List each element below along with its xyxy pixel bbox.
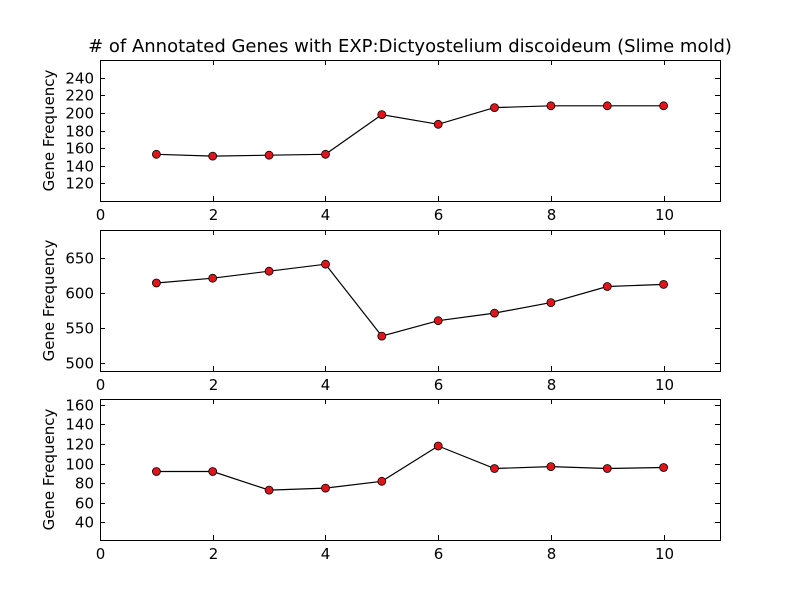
data-point xyxy=(490,308,499,318)
data-point xyxy=(490,464,499,473)
data-point xyxy=(321,483,330,493)
data-point xyxy=(433,119,443,129)
data-point xyxy=(264,485,274,495)
plot-area xyxy=(100,399,721,541)
data-point xyxy=(433,316,443,326)
y-tick-label: 160 xyxy=(65,397,94,415)
x-tick-label: 0 xyxy=(96,376,106,394)
x-tick-label: 0 xyxy=(96,545,106,563)
subplot-2: 0 2 4 6 8 10 500 550 600 650 Gene Frequency xyxy=(40,230,721,394)
x-tick-label: 4 xyxy=(321,206,331,224)
y-tick-label: 140 xyxy=(65,158,94,176)
data-point xyxy=(208,467,218,476)
y-tick-label: 220 xyxy=(65,87,94,105)
data-point xyxy=(490,103,499,112)
data-point xyxy=(264,266,274,276)
y-tick-label: 120 xyxy=(65,175,94,193)
data-point xyxy=(433,441,443,451)
data-point xyxy=(321,149,330,159)
x-tick-label: 4 xyxy=(321,545,331,563)
y-tick-label: 600 xyxy=(65,285,94,303)
series-line xyxy=(156,445,664,491)
x-tick-label: 8 xyxy=(547,545,557,563)
x-tick-label: 6 xyxy=(434,206,444,224)
y-axis-label: Gene Frequency xyxy=(40,408,58,530)
data-point xyxy=(659,101,668,111)
y-axis-label: Gene Frequency xyxy=(40,239,58,361)
figure-title: # of Annotated Genes with EXP:Dictyostel… xyxy=(88,36,732,57)
x-tick-label: 0 xyxy=(96,206,106,224)
x-tick-label: 2 xyxy=(209,545,219,563)
y-tick-label: 240 xyxy=(65,70,94,88)
data-point xyxy=(151,278,161,288)
plot-area xyxy=(100,230,721,372)
y-tick-label: 120 xyxy=(65,436,94,454)
data-point xyxy=(546,462,556,472)
y-tick-label: 200 xyxy=(65,105,94,123)
data-point xyxy=(151,149,161,159)
data-point xyxy=(208,151,218,161)
x-tick-label: 2 xyxy=(209,376,219,394)
x-tick-label: 4 xyxy=(321,376,331,394)
data-point xyxy=(659,279,668,289)
data-point xyxy=(602,464,612,473)
x-tick-label: 10 xyxy=(655,206,674,224)
x-tick-label: 8 xyxy=(547,206,557,224)
data-point xyxy=(377,476,387,486)
plot-area xyxy=(100,60,721,202)
data-point xyxy=(602,282,612,291)
y-axis-label: Gene Frequency xyxy=(40,69,58,191)
x-tick-label: 10 xyxy=(655,545,674,563)
x-tick-label: 6 xyxy=(434,376,444,394)
x-tick-label: 8 xyxy=(547,376,557,394)
y-tick-label: 550 xyxy=(65,320,94,338)
x-tick-label: 2 xyxy=(209,206,219,224)
x-tick-label: 10 xyxy=(655,376,674,394)
data-point xyxy=(151,467,161,476)
y-tick-label: 180 xyxy=(65,123,94,141)
y-tick-label: 500 xyxy=(65,355,94,373)
data-point xyxy=(321,259,330,269)
y-tick-label: 40 xyxy=(75,514,94,532)
data-point xyxy=(264,150,274,160)
y-tick-label: 100 xyxy=(65,456,94,474)
data-point xyxy=(546,101,556,111)
y-tick-label: 160 xyxy=(65,140,94,158)
data-point xyxy=(377,110,387,119)
y-tick-label: 140 xyxy=(65,416,94,434)
y-tick-label: 80 xyxy=(75,475,94,493)
y-tick-label: 60 xyxy=(75,495,94,513)
data-point xyxy=(546,298,556,308)
data-point xyxy=(602,101,612,111)
y-tick-label: 650 xyxy=(65,250,94,268)
data-point xyxy=(659,463,668,472)
series-line xyxy=(156,105,664,157)
data-point xyxy=(377,331,387,341)
series-line xyxy=(156,263,664,337)
x-tick-label: 6 xyxy=(434,545,444,563)
data-point xyxy=(208,273,218,283)
